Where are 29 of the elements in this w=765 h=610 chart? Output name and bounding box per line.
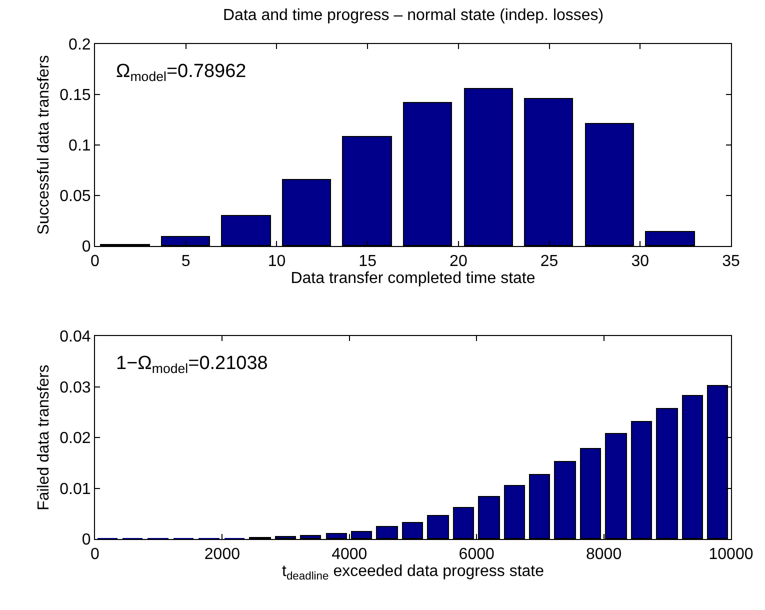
y-axis-title: Successful data transfers [36,55,53,235]
chart-title: Data and time progress – normal state (indep. losses) [223,7,604,24]
y-tick-label: 0.03 [60,379,91,396]
x-axis-title: Data transfer completed time state [290,270,536,288]
y-tick-label: 0.15 [60,87,91,104]
x-tick-label: 4000 [332,546,368,564]
y-tick-label: 0.2 [68,36,91,54]
x-tick-label: 30 [631,253,650,270]
annotation: Ω$_{model}$=0.78962 [116,61,246,84]
x-tick-label: 10 [268,253,286,270]
x-tick-label: 35 [722,253,740,270]
x-tick-label: 8000 [586,546,622,564]
y-tick-label: 0.1 [68,138,91,155]
y-tick-label: 0 [82,238,91,256]
y-tick-label: 0 [82,532,91,549]
x-tick-label: 10000 [708,546,754,564]
y-tick-label: 0.01 [60,480,91,498]
x-tick-label: 25 [540,253,558,270]
x-tick-label: 20 [450,253,468,270]
x-tick-label: 6000 [458,546,494,564]
y-tick-label: 0.04 [60,328,91,346]
y-tick-label: 0.05 [60,188,91,206]
y-tick-label: 0.02 [60,430,91,448]
x-tick-label: 15 [358,253,377,270]
y-axis-title: Failed data transfers [36,364,53,510]
x-axis-title: t$_{deadline}$ exceeded data progress state [282,563,544,583]
annotation: 1−Ω$_{model}$=0.21038 [116,353,268,376]
x-tick-label: 2000 [204,546,240,564]
x-tick-label: 5 [181,253,190,270]
